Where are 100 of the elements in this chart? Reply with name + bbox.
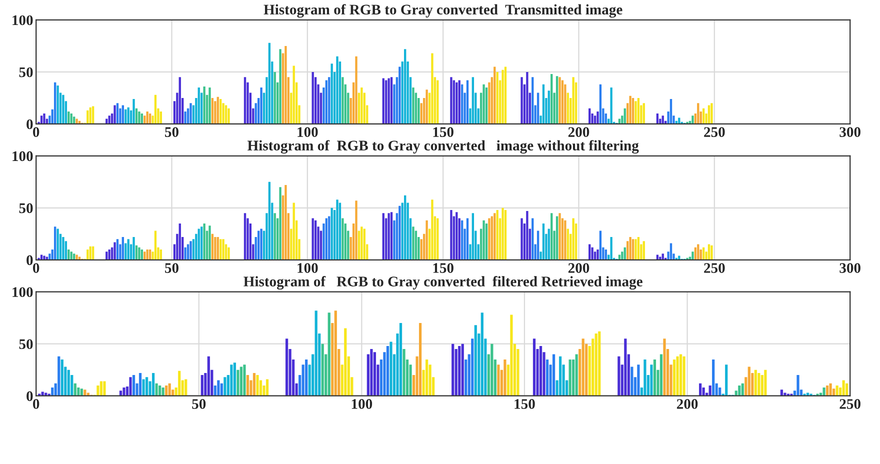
bar	[122, 388, 126, 396]
bar	[246, 375, 250, 396]
bar	[56, 228, 59, 260]
bar	[312, 218, 314, 260]
bar	[190, 103, 192, 124]
bar	[488, 218, 490, 260]
bar	[328, 312, 330, 396]
bar	[119, 390, 122, 396]
bar	[292, 202, 295, 260]
bar	[796, 375, 800, 396]
bar	[692, 252, 694, 260]
bar	[336, 200, 338, 260]
bar	[58, 356, 60, 396]
bar	[412, 88, 414, 124]
bar	[114, 242, 116, 260]
bar	[86, 392, 90, 396]
bar	[230, 364, 233, 396]
x-tick-label: 250	[840, 399, 860, 409]
bar	[338, 202, 342, 260]
bar	[594, 333, 598, 396]
x-tick-label: 250	[704, 263, 725, 273]
bar	[127, 107, 130, 124]
bar	[482, 220, 485, 260]
x-tick-label: 150	[433, 127, 454, 137]
bar	[634, 239, 637, 260]
bar	[550, 213, 553, 260]
x-tick-label: 50	[165, 263, 178, 273]
bar	[314, 310, 318, 396]
bar	[200, 226, 203, 260]
bar	[222, 103, 224, 124]
bar	[480, 312, 484, 396]
y-tick-label: 0	[26, 391, 33, 402]
bar	[494, 213, 496, 260]
bar	[738, 385, 741, 396]
bar	[474, 325, 477, 396]
bar	[456, 82, 458, 124]
y-tick-label: 0	[26, 255, 33, 266]
bar	[328, 216, 330, 260]
bar	[663, 338, 666, 396]
bar	[127, 239, 130, 260]
bar	[244, 77, 246, 124]
bar	[692, 116, 694, 124]
bar	[279, 187, 282, 260]
bar	[190, 241, 192, 260]
bar	[450, 210, 452, 260]
bar	[650, 364, 653, 396]
bar	[520, 77, 523, 124]
bar	[390, 212, 393, 260]
x-tick-label: 50	[165, 127, 178, 137]
bar	[382, 78, 384, 124]
bar	[330, 64, 333, 124]
bar	[550, 74, 553, 124]
bar	[741, 383, 744, 396]
bar	[321, 344, 324, 396]
bar	[708, 385, 712, 396]
bar	[122, 237, 124, 260]
bar	[402, 349, 406, 396]
bar	[637, 364, 640, 396]
bar	[240, 366, 243, 396]
bar	[363, 228, 366, 260]
bar	[520, 218, 523, 260]
bar	[43, 256, 46, 260]
bar	[220, 98, 222, 124]
bar	[502, 208, 504, 260]
bar	[426, 359, 428, 396]
bar	[257, 230, 260, 260]
bar	[552, 354, 556, 396]
bar	[708, 105, 710, 124]
y-tick-label: 100	[12, 151, 33, 162]
x-tick-label: 300	[840, 127, 860, 137]
bar	[314, 220, 317, 260]
bar	[330, 208, 333, 260]
bar	[431, 53, 434, 124]
y-tick-label: 0	[26, 119, 33, 130]
bar	[184, 379, 188, 396]
bar	[670, 98, 672, 124]
x-tick-label: 250	[704, 127, 725, 137]
bar	[184, 247, 186, 260]
bar	[328, 77, 330, 124]
bar	[224, 377, 226, 396]
bar	[54, 82, 56, 124]
bar	[399, 323, 402, 396]
bar	[274, 72, 276, 124]
bar	[80, 388, 83, 396]
bar	[436, 80, 439, 124]
bar	[168, 383, 171, 396]
bar	[284, 185, 287, 260]
bar	[207, 356, 210, 396]
bar	[653, 359, 656, 396]
bar	[460, 84, 464, 124]
bar	[62, 94, 64, 124]
bar	[610, 88, 612, 124]
bar	[637, 237, 640, 260]
bar	[138, 111, 140, 124]
bar	[660, 354, 663, 396]
bar	[211, 234, 214, 260]
bar	[43, 114, 46, 124]
bar	[556, 76, 558, 124]
bar	[458, 346, 461, 396]
bar	[829, 383, 832, 396]
